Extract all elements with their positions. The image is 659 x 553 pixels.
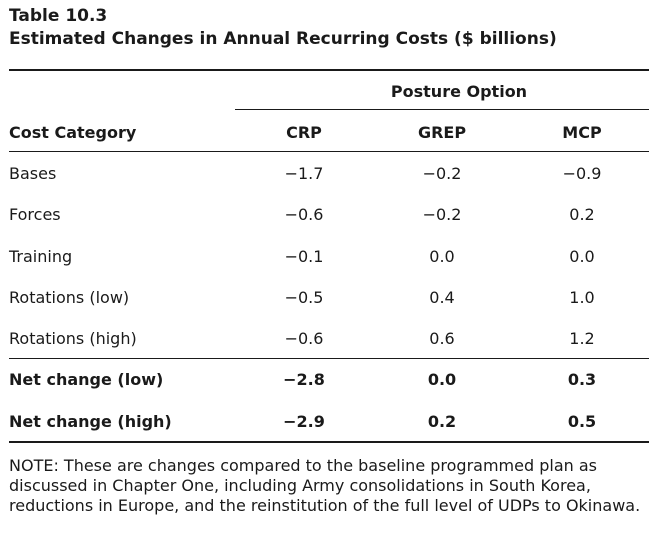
header-rule [9,151,649,152]
cell-grep: −0.2 [422,205,462,224]
total-label: Net change (high) [9,412,172,431]
total-mcp: 0.3 [567,370,597,389]
row-label: Training [9,247,73,266]
column-header-mcp: MCP [562,123,602,142]
cell-mcp: 1.0 [569,288,595,307]
column-header-grep: GREP [417,123,467,142]
cell-crp: −0.6 [284,329,324,348]
spanner-header: Posture Option [390,82,528,101]
cell-mcp: −0.9 [562,164,602,183]
table-note: NOTE: These are changes compared to the … [9,456,641,515]
table-number: Table 10.3 [9,6,108,26]
cell-mcp: 0.0 [569,247,595,266]
top-rule [9,69,649,71]
table-title: Estimated Changes in Annual Recurring Co… [9,29,557,49]
total-crp: −2.8 [283,370,325,389]
row-label: Rotations (high) [9,329,137,348]
total-grep: 0.0 [427,370,457,389]
column-header-cost-category: Cost Category [9,123,137,142]
row-label: Forces [9,205,61,224]
total-crp: −2.9 [283,412,325,431]
cell-grep: 0.4 [429,288,455,307]
total-grep: 0.2 [427,412,457,431]
cell-crp: −1.7 [284,164,324,183]
spanner-rule [235,109,649,110]
cell-mcp: 1.2 [569,329,595,348]
cell-grep: 0.6 [429,329,455,348]
cell-crp: −0.6 [284,205,324,224]
cell-crp: −0.5 [284,288,324,307]
cell-grep: 0.0 [429,247,455,266]
total-mcp: 0.5 [567,412,597,431]
row-label: Rotations (low) [9,288,130,307]
totals-rule [9,358,649,359]
bottom-rule [9,441,649,443]
row-label: Bases [9,164,57,183]
cell-grep: −0.2 [422,164,462,183]
table-container: Table 10.3 Estimated Changes in Annual R… [9,5,649,515]
cell-mcp: 0.2 [569,205,595,224]
total-label: Net change (low) [9,370,164,389]
cell-crp: −0.1 [284,247,324,266]
column-header-crp: CRP [286,123,322,142]
